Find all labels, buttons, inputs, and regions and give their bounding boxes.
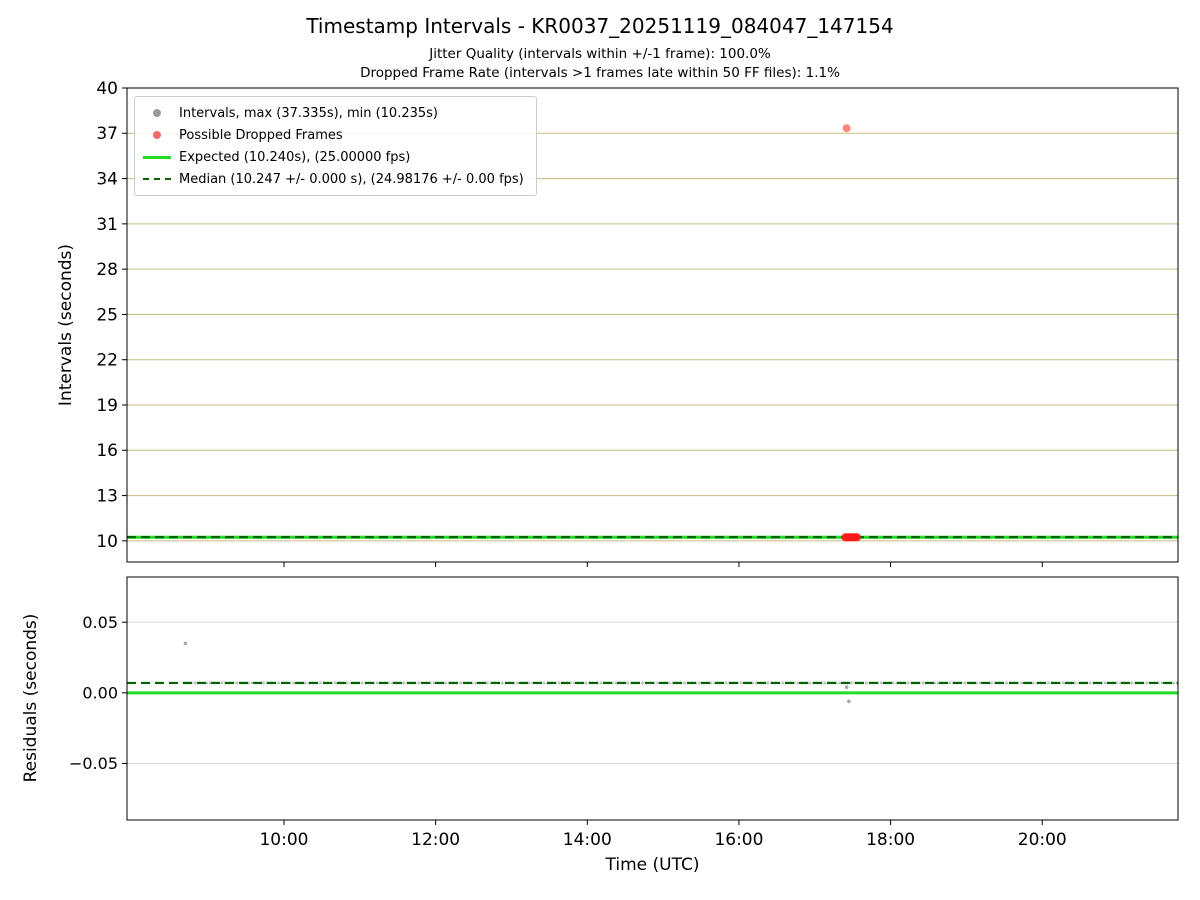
- svg-text:19: 19: [96, 396, 118, 416]
- svg-text:10:00: 10:00: [259, 830, 308, 850]
- chart-title: Timestamp Intervals - KR0037_20251119_08…: [306, 14, 894, 38]
- legend-entry-intervals: Intervals, max (37.335s), min (10.235s): [141, 102, 524, 124]
- subtitle-jitter-quality: Jitter Quality (intervals within +/-1 fr…: [429, 46, 771, 62]
- svg-text:0.05: 0.05: [82, 613, 118, 632]
- legend-label-expected: Expected (10.240s), (25.00000 fps): [179, 149, 411, 165]
- svg-text:12:00: 12:00: [411, 830, 460, 850]
- legend-entry-expected: Expected (10.240s), (25.00000 fps): [141, 146, 524, 168]
- intervals-plot: 10 13 16 19 22 25 28 31 34 37 40: [96, 79, 1179, 567]
- svg-text:31: 31: [96, 215, 118, 235]
- dropped-frame-outlier: [842, 124, 851, 133]
- dropped-frames-dot-marker-icon: [141, 131, 173, 139]
- svg-text:−0.05: −0.05: [69, 754, 118, 773]
- svg-text:40: 40: [96, 79, 118, 99]
- legend-label-dropped-frames: Possible Dropped Frames: [179, 127, 343, 143]
- svg-text:37: 37: [96, 124, 118, 144]
- residuals-plot: −0.05 0.00 0.05 10:00 12:00 14:00 16:00 18:00 20…: [69, 576, 1179, 850]
- residuals-plot-x-ticks: 10:00 12:00 14:00 16:00 18:00 20:00: [259, 820, 1067, 850]
- legend-label-median: Median (10.247 +/- 0.000 s), (24.98176 +…: [179, 171, 524, 187]
- svg-text:20:00: 20:00: [1018, 830, 1067, 850]
- legend-label-intervals: Intervals, max (37.335s), min (10.235s): [179, 105, 438, 121]
- median-line-marker-icon: [141, 178, 173, 180]
- x-axis-label: Time (UTC): [605, 855, 700, 875]
- svg-text:0.00: 0.00: [82, 683, 118, 702]
- intervals-dot-marker-icon: [141, 109, 173, 117]
- expected-line-marker-icon: [141, 155, 173, 159]
- svg-text:28: 28: [96, 260, 118, 280]
- legend: Intervals, max (37.335s), min (10.235s) …: [134, 96, 537, 196]
- svg-text:18:00: 18:00: [866, 830, 915, 850]
- svg-text:10: 10: [96, 532, 118, 552]
- svg-text:22: 22: [96, 351, 118, 371]
- svg-text:16: 16: [96, 441, 118, 461]
- subtitle-dropped-frame-rate: Dropped Frame Rate (intervals >1 frames …: [360, 65, 840, 81]
- svg-text:34: 34: [96, 170, 118, 190]
- residuals-plot-border: [126, 576, 1179, 821]
- svg-text:25: 25: [96, 305, 118, 325]
- legend-entry-dropped-frames: Possible Dropped Frames: [141, 124, 524, 146]
- dropped-frame-cluster: [841, 533, 862, 542]
- residuals-plot-y-ticks: −0.05 0.00 0.05: [69, 613, 127, 773]
- intervals-plot-border: [126, 87, 1179, 563]
- legend-entry-median: Median (10.247 +/- 0.000 s), (24.98176 +…: [141, 168, 524, 190]
- svg-text:14:00: 14:00: [563, 830, 612, 850]
- intervals-plot-y-ticks: 10 13 16 19 22 25 28 31 34 37 40: [96, 79, 127, 552]
- residual-outliers: [183, 641, 851, 704]
- svg-text:16:00: 16:00: [714, 830, 763, 850]
- svg-text:13: 13: [96, 487, 118, 507]
- intervals-plot-x-ticks: [283, 562, 1043, 567]
